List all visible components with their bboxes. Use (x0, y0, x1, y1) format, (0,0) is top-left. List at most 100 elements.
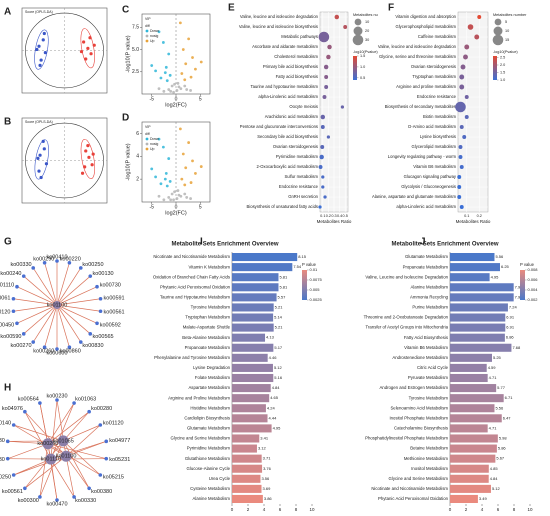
value-label: 5.14 (274, 315, 283, 320)
category-label: Lysine biosynthesis (420, 134, 456, 139)
x-tick-label: -5 (149, 204, 154, 210)
value-label: 7.96 (515, 284, 524, 289)
enrichment-dot (459, 125, 464, 129)
bar (450, 253, 495, 262)
category-label: Taurine and hypotaurine metabolism (250, 84, 318, 89)
category-label: Tyrosine Metabolism (409, 395, 449, 400)
y-axis-label: -log10(P value) (125, 35, 131, 72)
node (72, 401, 76, 405)
node (98, 296, 103, 301)
edge (7, 440, 48, 445)
category-label: Biotin metabolism (423, 114, 457, 119)
value-label: 6.47 (503, 415, 512, 420)
group-ellipse (80, 28, 95, 69)
node (95, 284, 99, 289)
node-label: ko00120 (0, 309, 10, 315)
node-label: ko00564 (18, 397, 39, 403)
bar-chart: Metabolite Sets Enrichment Overview 0 2 4 6 8… (153, 242, 323, 513)
edge (56, 275, 91, 306)
node (21, 332, 26, 336)
category-label: Valine, leucine and isoleucine degradati… (378, 44, 457, 49)
score-point (39, 175, 43, 180)
enrichment-dot (343, 25, 348, 29)
node (11, 309, 16, 314)
x-tick-label: 10 (309, 507, 315, 512)
bar (450, 293, 514, 302)
color-tick-label: 1.5 (500, 71, 505, 75)
panel-label: G (4, 237, 12, 248)
node (87, 486, 91, 491)
edge (32, 304, 58, 343)
bar (232, 293, 277, 302)
panel-label: E (228, 3, 235, 14)
category-label: Oocyte meiosis (289, 104, 318, 109)
enrichment-dot (459, 74, 465, 80)
value-label: 5.17 (274, 345, 283, 350)
size-legend-dot (494, 18, 502, 26)
node-label: ko00470 (46, 501, 67, 507)
score-point (92, 43, 96, 47)
category-label: Alanine Metabolism (193, 496, 231, 501)
value-label: 5.81 (279, 284, 288, 289)
bar (232, 343, 274, 352)
enrichment-dot (324, 75, 329, 79)
node-label: ko01110 (0, 283, 14, 289)
edge (16, 304, 58, 324)
edge (50, 402, 75, 460)
x-axis-label: Metabolites Ratio (456, 219, 491, 224)
category-label: Glutamate Metabolism (405, 254, 448, 259)
x-tick-label: 8 (295, 507, 298, 512)
volcano-point (199, 60, 203, 64)
value-label: 7.54 (293, 264, 302, 269)
value-label: 7.24 (509, 305, 518, 310)
value-label: 5.25 (493, 355, 502, 360)
category-label: Metabolic pathways (281, 34, 318, 39)
hub-label: ko01100 (56, 454, 77, 460)
bar (450, 273, 490, 282)
node (55, 259, 59, 263)
category-label: Pentose and glucuronate interconversions (240, 124, 318, 129)
bar (450, 353, 492, 362)
score-point (37, 44, 41, 48)
x-tick-label: 4 (263, 507, 266, 512)
node-label: ko00030 (0, 457, 5, 463)
bar (450, 263, 500, 272)
volcano-point (172, 198, 175, 202)
edge (44, 304, 58, 348)
legend-title: P value (520, 262, 535, 267)
volcano-point (175, 197, 179, 200)
color-tick-label: 0.004 (528, 287, 539, 292)
value-label: 5.98 (499, 436, 508, 441)
node (55, 398, 59, 402)
edge (44, 262, 58, 306)
node-label: ko00600 (46, 350, 67, 356)
category-label: Beta-Alanine Metabolism (182, 335, 230, 340)
category-label: Inositol Phosphate Metabolism (389, 415, 448, 420)
enrichment-dot (320, 145, 325, 149)
enrichment-dot (326, 54, 331, 60)
y-tick-label: 5.0 (132, 47, 139, 53)
node-label: ko00290 (33, 256, 54, 262)
legend-label: nosig (150, 142, 158, 146)
y-tick-label: 7.5 (132, 25, 139, 31)
volcano-point (189, 89, 192, 92)
value-label: 3.56 (261, 476, 270, 481)
value-label: 6.25 (501, 264, 510, 269)
score-point (42, 31, 46, 36)
color-tick-label: 0.5 (360, 76, 365, 80)
legend-swatch (145, 142, 149, 146)
volcano-point (181, 152, 185, 156)
edge (56, 399, 67, 457)
value-label: 4.71 (489, 425, 498, 430)
plot-frame (457, 11, 489, 213)
enrichment-dot (459, 165, 464, 169)
category-label: Valine, leucine and isoleucine biosynthe… (239, 24, 318, 29)
volcano-point (157, 87, 161, 91)
x-tick-label: 6 (497, 507, 500, 512)
bar (232, 394, 270, 403)
y-tick-label: 2.5 (132, 69, 139, 75)
x-tick-label: 10 (527, 507, 533, 512)
node-label: ko00250 (82, 262, 103, 268)
panel-label: D (122, 113, 129, 124)
